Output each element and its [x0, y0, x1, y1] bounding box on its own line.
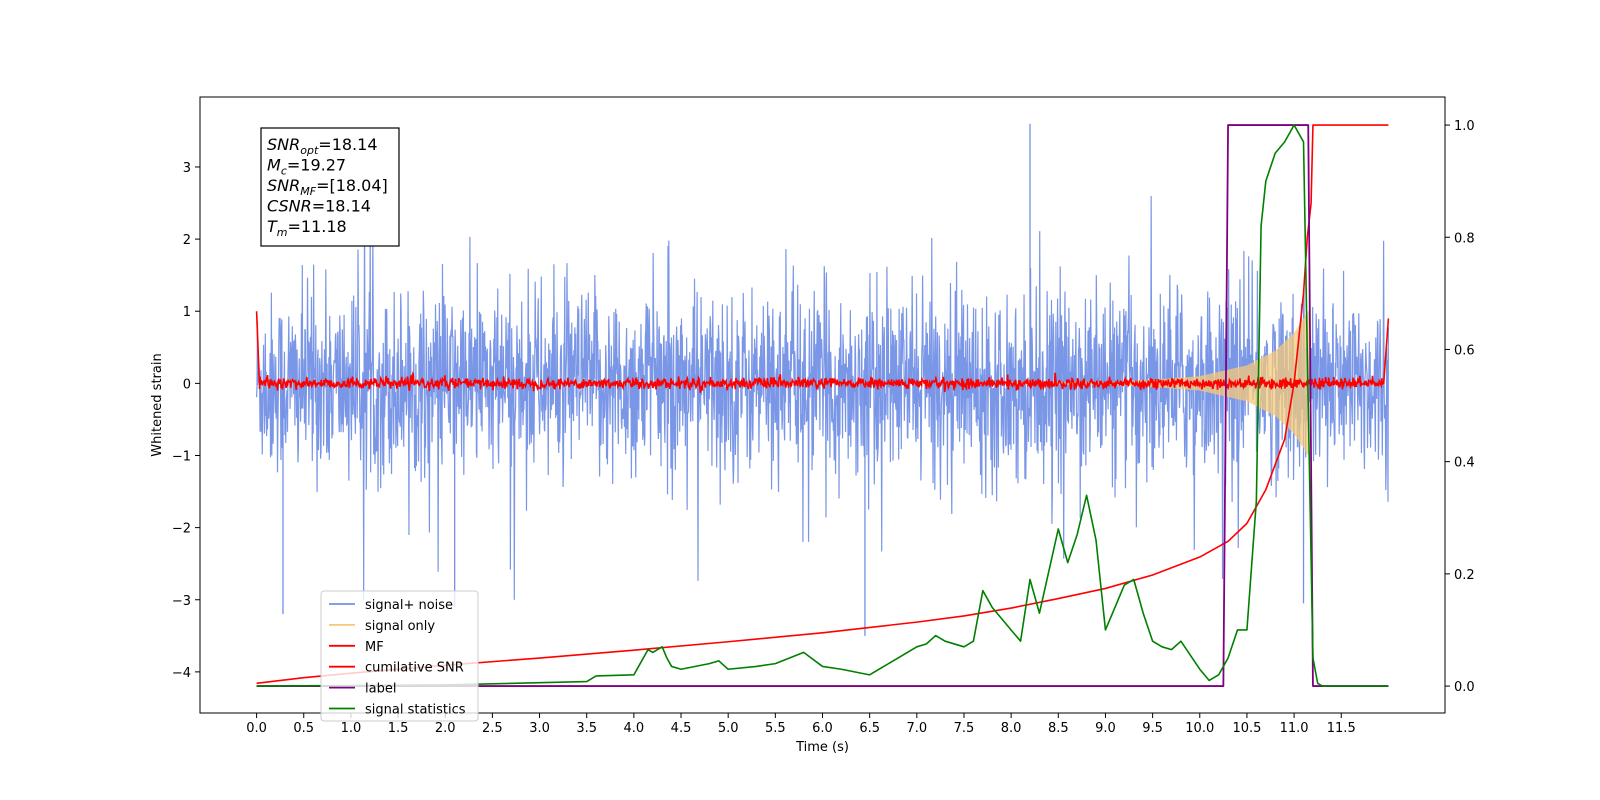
- legend-label-5: signal statistics: [365, 703, 466, 718]
- y-right-tick-label: 0.8: [1454, 231, 1475, 246]
- x-tick-label: 3.0: [529, 721, 550, 736]
- x-tick-label: 2.0: [435, 721, 456, 736]
- x-tick-label: 1.0: [341, 721, 362, 736]
- legend-label-2: MF: [365, 640, 384, 655]
- y-left-tick-label: 1: [183, 305, 191, 320]
- plot-area: [255, 123, 1390, 687]
- legend-label-1: signal only: [365, 619, 435, 634]
- x-tick-label: 0.0: [246, 721, 267, 736]
- x-tick-label: 2.5: [482, 721, 503, 736]
- annotation-box: SNRopt=18.14Mc=19.27SNRMF=[18.04]CSNR=18…: [260, 127, 400, 247]
- y-right-tick-label: 0.2: [1454, 568, 1475, 583]
- y-right-tick-label: 0.4: [1454, 456, 1475, 471]
- x-tick-label: 9.0: [1095, 721, 1116, 736]
- y-left-tick-label: 0: [183, 377, 191, 392]
- y-left-tick-label: 2: [183, 233, 191, 248]
- x-tick-label: 7.0: [906, 721, 927, 736]
- annotation-line-2: SNRMF=[18.04]: [267, 176, 388, 198]
- y-left-tick-label: −4: [172, 666, 191, 681]
- y-right-tick-label: 0.0: [1454, 680, 1475, 695]
- y-axis-label: Whitened strain: [150, 353, 165, 456]
- annotation-line-4: Tm=11.18: [267, 217, 347, 239]
- legend-label-3: cumilative SNR: [365, 661, 464, 676]
- x-tick-label: 1.5: [388, 721, 409, 736]
- y-left-tick-label: −3: [172, 594, 191, 609]
- series-signal-noise: [255, 195, 1390, 600]
- legend-frame: [320, 590, 479, 722]
- x-tick-label: 6.5: [859, 721, 880, 736]
- x-tick-label: 3.5: [576, 721, 597, 736]
- x-tick-label: 10.0: [1185, 721, 1214, 736]
- x-tick-label: 8.0: [1001, 721, 1022, 736]
- legend: signal+ noise signal only MF cumilative SNR…: [320, 590, 479, 722]
- annotation-line-1: Mc=19.27: [267, 156, 346, 178]
- x-tick-label: 0.5: [293, 721, 314, 736]
- x-tick-label: 6.0: [812, 721, 833, 736]
- x-tick-label: 10.5: [1232, 721, 1261, 736]
- legend-label-4: label: [365, 682, 396, 697]
- x-tick-label: 11.5: [1327, 721, 1356, 736]
- x-tick-label: 11.0: [1280, 721, 1309, 736]
- x-tick-label: 5.5: [765, 721, 786, 736]
- x-tick-label: 9.5: [1142, 721, 1163, 736]
- series-signal-only: [1011, 311, 1310, 456]
- y-left-tick-label: 3: [183, 161, 191, 176]
- series-mf: [255, 311, 1390, 393]
- series-cumulative-snr: [256, 124, 1389, 685]
- y-left-tick-label: −2: [172, 522, 191, 537]
- axes: 0.0 0.5 1.0 1.5 2.0 2.5 3.0 3.5 4.0 4.5 5.0 5.5 6.0 6…: [150, 96, 1475, 755]
- y-left-tick-label: −1: [172, 449, 191, 464]
- x-tick-label: 7.5: [954, 721, 975, 736]
- x-tick-label: 8.5: [1048, 721, 1069, 736]
- x-tick-label: 5.0: [718, 721, 739, 736]
- series-signal-statistics: [256, 124, 1389, 687]
- y-right-tick-label: 0.6: [1454, 343, 1475, 358]
- annotation-line-3: CSNR=18.14: [267, 197, 371, 216]
- y-right-tick-label: 1.0: [1454, 119, 1475, 134]
- x-tick-label: 4.0: [624, 721, 645, 736]
- annotation-frame: [260, 127, 400, 247]
- legend-label-0: signal+ noise: [365, 598, 453, 613]
- x-axis-label: Time (s): [795, 740, 849, 755]
- annotation-line-0: SNRopt=18.14: [267, 135, 378, 157]
- series-group: [255, 123, 1390, 687]
- x-tick-label: 4.5: [671, 721, 692, 736]
